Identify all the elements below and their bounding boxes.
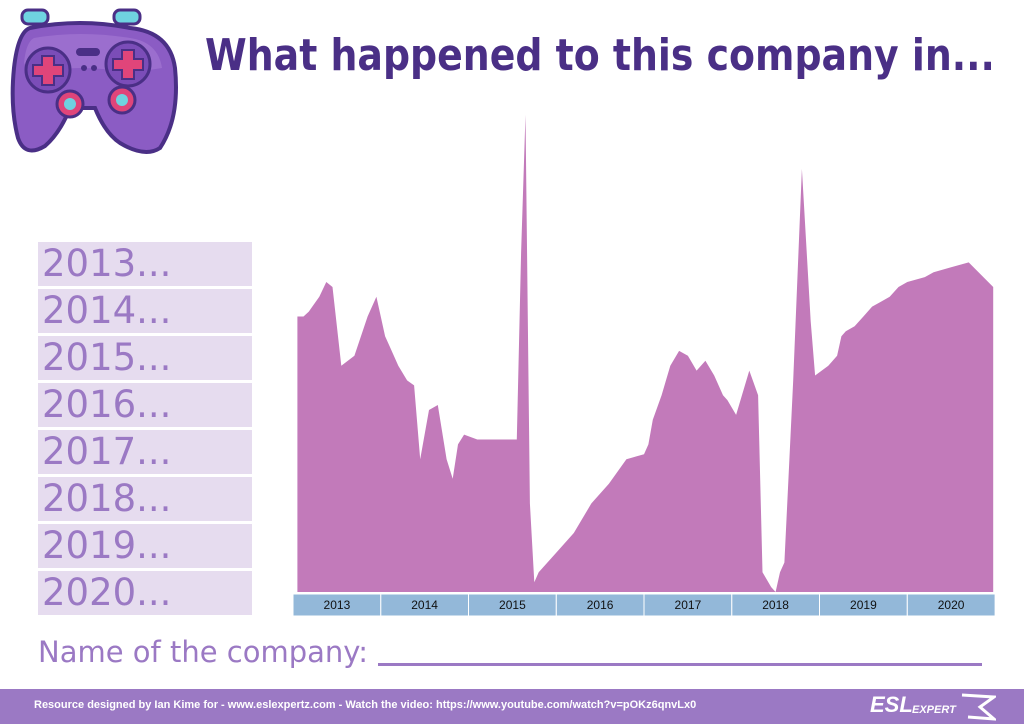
logo-sub-text: EXPERT bbox=[912, 704, 956, 716]
x-tick-label: 2019 bbox=[850, 598, 877, 612]
x-tick-label: 2013 bbox=[324, 598, 351, 612]
x-tick-label: 2020 bbox=[938, 598, 965, 612]
year-row-2013: 2013... bbox=[38, 242, 252, 286]
year-row-2014: 2014... bbox=[38, 289, 252, 333]
year-row-2019: 2019... bbox=[38, 524, 252, 568]
esl-expert-logo: ESL EXPERT bbox=[868, 689, 998, 724]
company-name-label: Name of the company: bbox=[38, 635, 369, 669]
page-title: What happened to this company in... bbox=[205, 30, 995, 81]
year-row-2020: 2020... bbox=[38, 571, 252, 615]
game-controller-icon bbox=[10, 8, 178, 154]
logo-main-text: ESL bbox=[870, 692, 913, 717]
year-list: 2013... 2014... 2015... 2016... 2017... … bbox=[38, 242, 252, 618]
x-tick-label: 2018 bbox=[762, 598, 789, 612]
footer-credit: Resource designed by Ian Kime for - www.… bbox=[34, 699, 697, 711]
x-tick-label: 2015 bbox=[499, 598, 526, 612]
x-tick-label: 2017 bbox=[675, 598, 702, 612]
logo-swoosh-icon bbox=[961, 693, 996, 721]
company-name-answer-line[interactable] bbox=[378, 663, 982, 666]
year-row-2015: 2015... bbox=[38, 336, 252, 380]
area-series bbox=[297, 114, 994, 593]
footer: Resource designed by Ian Kime for - www.… bbox=[0, 689, 1024, 724]
year-row-2016: 2016... bbox=[38, 383, 252, 427]
year-row-2017: 2017... bbox=[38, 430, 252, 474]
year-row-2018: 2018... bbox=[38, 477, 252, 521]
x-axis-band-cell bbox=[906, 593, 996, 617]
x-tick-label: 2016 bbox=[587, 598, 614, 612]
x-tick-label: 2014 bbox=[411, 598, 438, 612]
